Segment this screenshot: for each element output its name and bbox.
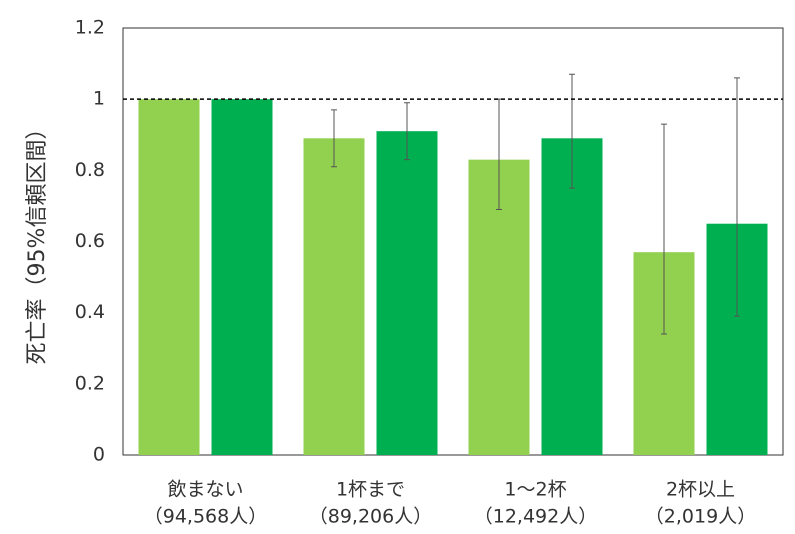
x-tick-label: 1～2杯 [504,479,566,501]
y-tick-label: 0.4 [75,301,105,323]
bar [138,99,200,456]
y-tick-label: 1.2 [75,17,105,39]
error-bar [331,109,337,168]
error-bar [404,102,410,161]
y-tick-label: 0.8 [75,159,105,181]
bar [541,138,603,455]
y-tick-label: 0.6 [75,230,105,252]
x-tick-label: 飲まない [167,479,243,501]
y-tick-label: 0 [93,444,105,466]
error-bar [734,77,740,317]
error-bar [661,123,667,335]
bar [303,138,365,455]
plot-frame [122,27,784,456]
y-tick-label: 0.2 [75,372,105,394]
error-bar [569,73,575,189]
y-axis-label: 死亡率（95%信頼区間） [25,118,50,365]
bar [376,131,438,456]
x-tick-label: （94,568人） [144,506,267,528]
x-tick-label: （89,206人） [309,506,432,528]
x-tick-label: 1杯まで [336,479,405,501]
x-tick-label: （12,492人） [474,506,597,528]
x-tick-label: （2,019人） [645,506,756,528]
x-tick-label: 2杯以上 [666,479,735,501]
bar [211,99,273,456]
y-tick-label: 1 [93,88,105,110]
